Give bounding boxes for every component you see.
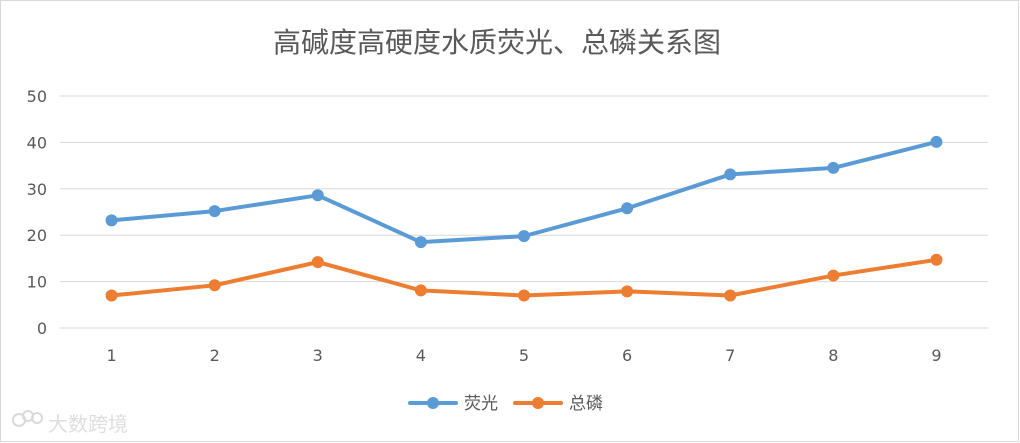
- data-point: [311, 256, 324, 269]
- y-tick-label: 0: [37, 319, 47, 338]
- series-1: [105, 135, 943, 249]
- data-point: [414, 284, 427, 297]
- y-tick-label: 20: [27, 226, 47, 245]
- data-point: [208, 279, 221, 292]
- y-tick-label: 50: [27, 87, 47, 106]
- watermark-text: 大数跨境: [48, 412, 128, 436]
- x-tick-label: 2: [210, 346, 220, 365]
- watermark: 大数跨境: [12, 410, 128, 436]
- data-point: [311, 189, 324, 202]
- y-tick-labels: 0 10 20 30 40 50: [27, 87, 47, 338]
- legend-label: 总磷: [569, 394, 603, 414]
- data-point: [518, 289, 530, 302]
- x-tick-label: 5: [519, 346, 529, 365]
- legend: 荧光 总磷: [408, 394, 603, 414]
- data-point: [827, 161, 840, 174]
- y-tick-label: 40: [27, 133, 47, 152]
- data-point: [930, 253, 943, 266]
- data-point: [105, 214, 118, 227]
- legend-item: 荧光: [408, 394, 498, 414]
- data-point: [621, 202, 634, 215]
- legend-label: 荧光: [464, 394, 498, 414]
- legend-point-marker: [427, 397, 439, 409]
- x-tick-label: 1: [106, 346, 116, 365]
- x-tick-label: 4: [416, 346, 426, 365]
- legend-point-marker: [532, 397, 544, 409]
- data-point: [518, 230, 530, 243]
- legend-item: 总磷: [513, 394, 603, 414]
- data-point: [105, 289, 118, 302]
- data-point: [930, 135, 943, 148]
- series-lines: [105, 135, 943, 302]
- chart-title: 高碱度高硬度水质荧光、总磷关系图: [273, 26, 721, 59]
- data-point: [724, 168, 737, 181]
- y-tick-label: 30: [27, 180, 47, 199]
- data-point: [414, 236, 427, 249]
- x-tick-label: 7: [725, 346, 735, 365]
- watermark-logo-icon: [12, 410, 43, 427]
- x-tick-label: 9: [931, 346, 941, 365]
- x-tick-label: 8: [828, 346, 838, 365]
- data-point: [724, 289, 737, 302]
- data-point: [827, 269, 840, 282]
- data-point: [208, 205, 221, 218]
- x-tick-label: 6: [622, 346, 632, 365]
- series-2: [105, 253, 943, 302]
- y-tick-label: 10: [27, 273, 47, 292]
- x-tick-label: 3: [313, 346, 323, 365]
- data-point: [621, 285, 634, 298]
- x-tick-labels: 1 2 3 4 5 6 7 8 9: [106, 346, 941, 365]
